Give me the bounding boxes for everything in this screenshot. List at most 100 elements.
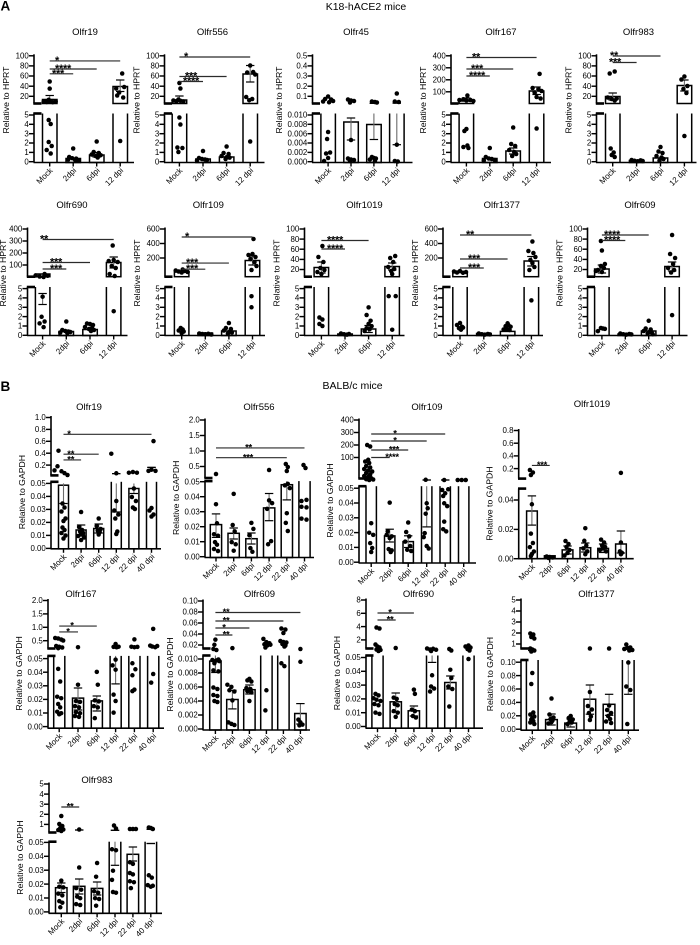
svg-text:*: * [70, 621, 74, 632]
svg-text:2: 2 [155, 139, 159, 148]
svg-text:80: 80 [574, 235, 583, 244]
svg-text:0.10: 0.10 [182, 597, 198, 606]
svg-text:600: 600 [147, 225, 161, 234]
svg-text:0.002: 0.002 [288, 148, 308, 157]
svg-text:0.06: 0.06 [182, 619, 198, 628]
svg-text:0.00: 0.00 [30, 544, 46, 553]
svg-text:0.04: 0.04 [184, 492, 200, 501]
svg-text:1: 1 [441, 148, 445, 157]
svg-text:0.02: 0.02 [500, 712, 515, 721]
svg-text:*: * [185, 231, 190, 243]
svg-text:2: 2 [433, 312, 437, 321]
svg-text:0: 0 [441, 157, 446, 166]
svg-text:5: 5 [18, 284, 23, 293]
svg-text:1: 1 [155, 148, 159, 157]
svg-text:200: 200 [9, 249, 23, 258]
svg-text:0.04: 0.04 [345, 667, 361, 676]
svg-text:60: 60 [151, 72, 160, 81]
svg-text:0.05: 0.05 [184, 477, 200, 486]
svg-text:**: ** [387, 615, 394, 626]
svg-text:0.6: 0.6 [35, 437, 47, 446]
svg-text:Olfr690: Olfr690 [403, 589, 434, 600]
svg-text:3: 3 [18, 303, 23, 312]
svg-text:3: 3 [39, 800, 44, 809]
svg-text:Olfr983: Olfr983 [81, 775, 112, 786]
svg-text:0.02: 0.02 [182, 641, 197, 650]
svg-text:0.8: 0.8 [503, 426, 515, 435]
svg-text:0.4: 0.4 [35, 449, 47, 458]
svg-text:**: ** [223, 630, 230, 641]
svg-text:Olfr1377: Olfr1377 [484, 200, 520, 211]
svg-text:***: *** [468, 253, 481, 265]
svg-text:Relative to HPRT: Relative to HPRT [272, 239, 282, 307]
svg-text:*: * [393, 429, 397, 440]
svg-text:*: * [55, 55, 60, 67]
svg-text:4: 4 [155, 120, 160, 129]
svg-text:8: 8 [356, 596, 361, 605]
svg-text:K18-hACE2 mice: K18-hACE2 mice [326, 1, 407, 13]
svg-text:3: 3 [511, 618, 516, 627]
svg-text:***: *** [243, 452, 254, 463]
svg-text:Olfr1019: Olfr1019 [574, 399, 610, 410]
svg-text:3: 3 [155, 129, 160, 138]
svg-text:0.04: 0.04 [500, 698, 516, 707]
svg-text:0.2: 0.2 [35, 461, 46, 470]
svg-text:0.05: 0.05 [28, 838, 44, 847]
svg-text:6: 6 [356, 609, 361, 618]
svg-text:1: 1 [511, 640, 515, 649]
svg-text:4: 4 [587, 120, 592, 129]
svg-text:300: 300 [433, 64, 447, 73]
svg-text:200: 200 [147, 254, 161, 263]
svg-text:*: * [67, 429, 71, 440]
svg-text:0: 0 [155, 157, 160, 166]
svg-text:5: 5 [578, 284, 583, 293]
svg-text:4: 4 [39, 790, 44, 799]
svg-text:0.02: 0.02 [184, 522, 199, 531]
svg-text:40: 40 [574, 255, 583, 264]
svg-text:0.10: 0.10 [500, 658, 516, 667]
svg-text:0.03: 0.03 [345, 681, 361, 690]
svg-text:2: 2 [24, 139, 28, 148]
svg-text:0.4: 0.4 [296, 62, 308, 71]
svg-text:0.1: 0.1 [296, 92, 307, 101]
svg-text:B: B [1, 379, 11, 394]
svg-text:0.04: 0.04 [338, 499, 354, 508]
svg-text:400: 400 [9, 225, 23, 234]
svg-text:**: ** [67, 455, 74, 466]
svg-text:****: **** [183, 76, 200, 88]
svg-text:20: 20 [291, 265, 300, 274]
svg-text:0.00: 0.00 [184, 552, 200, 561]
svg-text:4: 4 [24, 120, 29, 129]
svg-text:0.000: 0.000 [178, 725, 198, 734]
svg-text:0.004: 0.004 [288, 139, 308, 148]
svg-text:0.00: 0.00 [500, 725, 516, 734]
svg-text:**: ** [223, 616, 230, 627]
svg-text:0.000: 0.000 [288, 157, 308, 166]
svg-text:3: 3 [587, 129, 592, 138]
svg-text:0.004: 0.004 [178, 697, 198, 706]
svg-text:2: 2 [587, 139, 591, 148]
svg-text:400: 400 [341, 416, 355, 425]
svg-text:Olfr167: Olfr167 [65, 589, 96, 600]
svg-text:Olfr609: Olfr609 [244, 589, 275, 600]
svg-text:4: 4 [155, 294, 160, 303]
svg-text:***: *** [185, 71, 198, 83]
svg-text:2: 2 [441, 139, 445, 148]
svg-text:Relative to GAPDH: Relative to GAPDH [171, 461, 181, 535]
svg-text:0.03: 0.03 [338, 514, 354, 523]
svg-text:0.02: 0.02 [27, 695, 42, 704]
svg-text:3: 3 [578, 303, 583, 312]
svg-text:20: 20 [20, 92, 29, 101]
svg-text:4: 4 [578, 294, 583, 303]
svg-text:**: ** [40, 234, 49, 246]
svg-text:0.2: 0.2 [296, 82, 307, 91]
svg-text:2.0: 2.0 [32, 596, 44, 605]
svg-text:Olfr1019: Olfr1019 [346, 200, 382, 211]
svg-text:0.05: 0.05 [30, 479, 46, 488]
svg-text:0.006: 0.006 [288, 129, 308, 138]
svg-text:Olfr19: Olfr19 [72, 27, 98, 38]
svg-text:1.0: 1.0 [32, 623, 44, 632]
svg-text:1: 1 [39, 820, 43, 829]
svg-text:3: 3 [155, 303, 160, 312]
svg-text:40: 40 [151, 82, 160, 91]
